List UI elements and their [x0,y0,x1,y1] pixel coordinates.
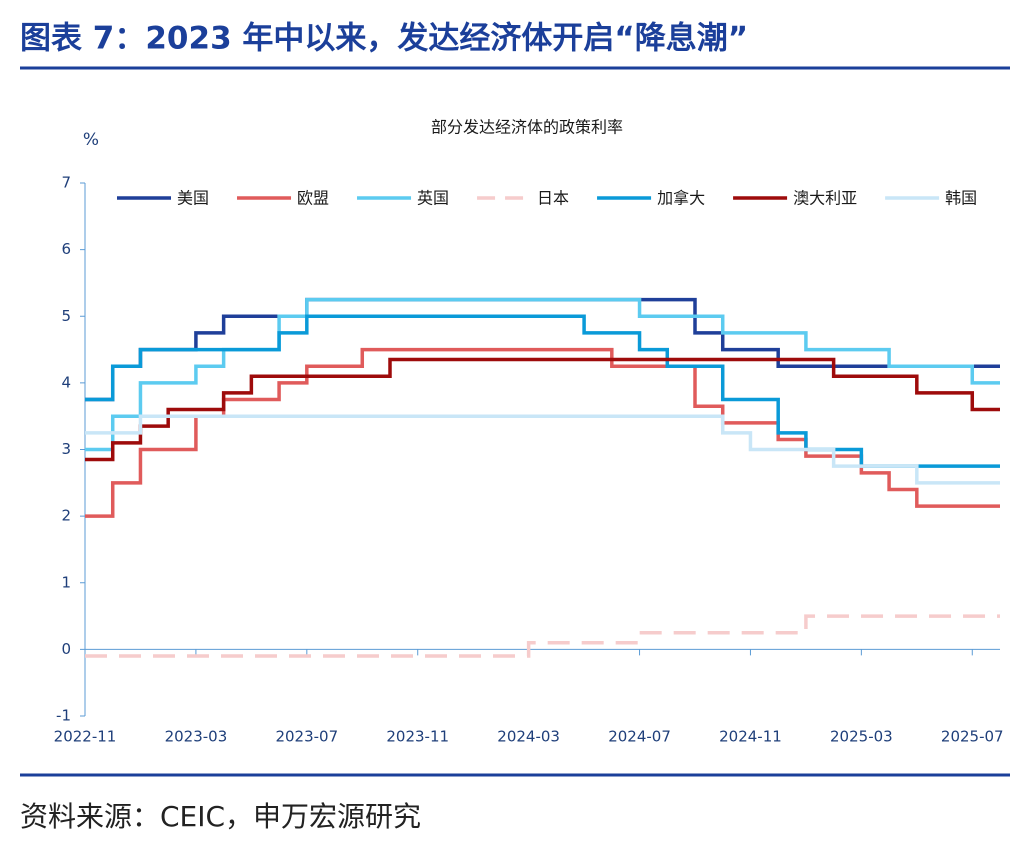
x-tick-label: 2023-11 [386,728,449,746]
y-tick-label: 7 [61,174,71,192]
legend-label: 澳大利亚 [793,189,857,208]
series-line [85,614,1000,658]
y-tick-label: 2 [61,507,71,525]
legend-label: 美国 [177,189,209,208]
page-title: 图表 7：2023 年中以来，发达经济体开启“降息潮” [20,21,748,57]
legend-label: 加拿大 [657,189,705,208]
legend-label: 韩国 [945,189,977,208]
y-tick-label: 4 [61,373,71,391]
series-line [85,414,1000,485]
legend-label: 欧盟 [297,189,329,208]
y-tick-label: 1 [61,573,71,591]
source-note: 资料来源：CEIC，申万宏源研究 [20,800,421,833]
y-tick-label: 5 [61,307,71,325]
x-tick-label: 2024-11 [719,728,782,746]
legend-label: 英国 [417,189,449,208]
series-line [85,357,1000,462]
series-line [85,297,1000,452]
x-tick-label: 2024-07 [608,728,671,746]
x-tick-label: 2025-03 [830,728,893,746]
legend-label: 日本 [537,189,569,208]
x-tick-label: 2023-03 [165,728,228,746]
y-tick-label: 3 [61,440,71,458]
x-tick-label: 2022-11 [54,728,117,746]
y-axis-label: % [83,130,99,150]
y-tick-label: -1 [56,707,71,725]
x-tick-label: 2023-07 [275,728,338,746]
x-tick-label: 2025-07 [941,728,1004,746]
x-tick-label: 2024-03 [497,728,560,746]
chart-title: 部分发达经济体的政策利率 [431,118,623,137]
y-tick-label: 0 [61,640,71,658]
y-tick-label: 6 [61,240,71,258]
